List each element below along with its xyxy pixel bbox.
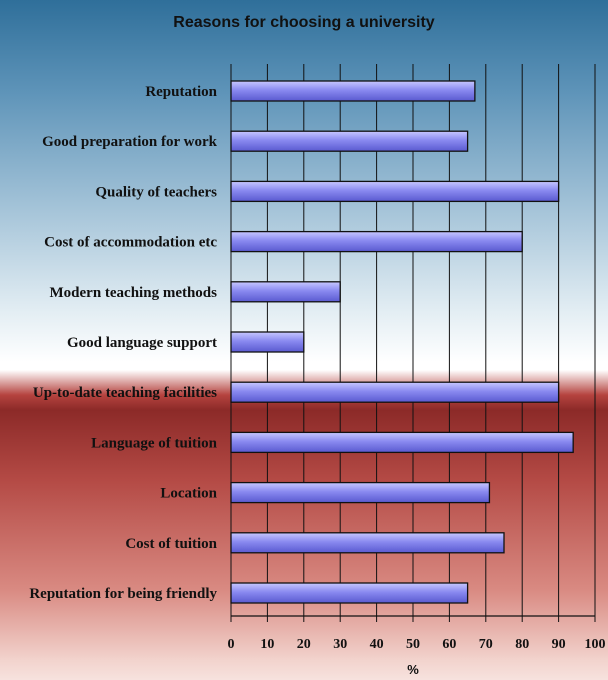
- x-tick-label-6: 60: [442, 637, 456, 652]
- x-tick-label-3: 30: [333, 637, 347, 652]
- bar-6: [230, 381, 560, 403]
- bar-2: [230, 180, 560, 203]
- category-label-0: Reputation: [145, 84, 217, 100]
- category-label-1: Good preparation for work: [42, 134, 218, 150]
- x-tick-label-5: 50: [406, 637, 420, 652]
- category-label-5: Good language support: [67, 335, 217, 351]
- bar-8: [230, 481, 491, 504]
- bar-5: [230, 331, 305, 353]
- x-tick-label-0: 0: [228, 637, 235, 652]
- x-axis-label: %: [407, 662, 419, 677]
- category-label-4: Modern teaching methods: [50, 285, 218, 301]
- x-tick-label-8: 80: [515, 637, 529, 652]
- category-label-8: Location: [160, 486, 217, 502]
- bar-7: [230, 431, 574, 454]
- x-tick-label-10: 100: [585, 637, 606, 652]
- x-tick-label-4: 40: [370, 637, 384, 652]
- bar-4: [230, 281, 341, 303]
- bar-0: [230, 80, 476, 102]
- chart-title: Reasons for choosing a university: [173, 14, 435, 31]
- category-label-6: Up-to-date teaching facilities: [33, 385, 217, 401]
- category-label-10: Reputation for being friendly: [29, 586, 217, 602]
- category-label-7: Language of tuition: [91, 435, 218, 451]
- x-tick-label-9: 90: [552, 637, 566, 652]
- category-label-3: Cost of accommodation etc: [44, 235, 217, 251]
- category-label-9: Cost of tuition: [125, 536, 217, 552]
- x-tick-label-2: 20: [297, 637, 311, 652]
- x-tick-label-1: 10: [260, 637, 274, 652]
- category-label-2: Quality of teachers: [95, 184, 217, 200]
- bar-3: [230, 230, 523, 253]
- x-tick-label-7: 70: [479, 637, 493, 652]
- bar-10: [230, 582, 469, 604]
- bar-9: [230, 532, 505, 554]
- bar-1: [230, 130, 469, 152]
